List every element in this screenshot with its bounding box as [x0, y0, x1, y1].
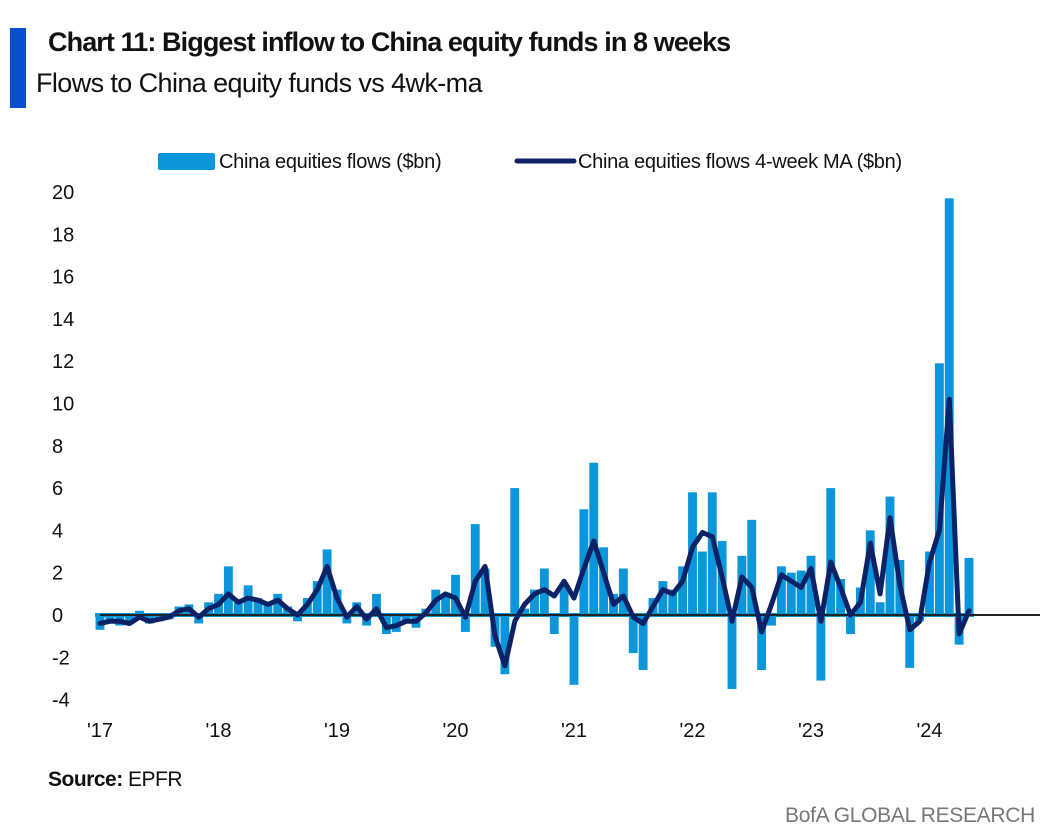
- y-tick-label: 20: [52, 182, 74, 204]
- flow-bar: [460, 615, 470, 632]
- flow-bar: [934, 363, 944, 615]
- y-tick-label: 10: [52, 394, 74, 416]
- flow-bar: [441, 593, 451, 615]
- flow-bar: [293, 615, 302, 622]
- legend-label-flows: China equities flows ($bn): [219, 151, 441, 173]
- flow-bar: [125, 615, 135, 622]
- flow-bar: [253, 598, 263, 615]
- flow-bar: [559, 583, 569, 615]
- y-tick-label: 16: [52, 267, 74, 289]
- y-tick-label: -2: [52, 647, 70, 669]
- x-axis: '17 '18 '19 '20 '21 '22 '23 '24: [87, 720, 943, 742]
- flow-bar: [312, 581, 322, 615]
- y-tick-label: 12: [52, 351, 74, 373]
- flow-bar: [520, 608, 530, 615]
- flow-bar: [776, 566, 786, 615]
- x-tick-label: '24: [916, 720, 942, 742]
- chart-subtitle: Flows to China equity funds vs 4wk-ma: [36, 68, 483, 98]
- flow-bar: [530, 589, 539, 615]
- flow-bar: [233, 602, 243, 615]
- flow-bar: [836, 579, 846, 615]
- x-tick-label: '17: [87, 720, 113, 742]
- flow-bar: [875, 602, 885, 615]
- flow-bar: [658, 581, 668, 615]
- flow-bar: [905, 615, 915, 668]
- flow-bar: [727, 615, 737, 690]
- flow-bar: [697, 551, 707, 615]
- y-tick-label: 6: [52, 478, 63, 500]
- flow-bar: [569, 615, 579, 685]
- y-tick-label: 2: [52, 563, 63, 585]
- flow-bar: [786, 572, 796, 615]
- y-tick-label: 14: [52, 309, 74, 331]
- flow-bar: [846, 615, 855, 635]
- flow-bar: [628, 615, 638, 654]
- source-note: Source: EPFR: [48, 768, 183, 792]
- flow-bar: [223, 566, 233, 615]
- flow-bar: [964, 557, 974, 615]
- flow-bar: [757, 615, 767, 670]
- flow-bar: [372, 593, 381, 615]
- flow-bar: [480, 568, 490, 615]
- x-tick-label: '20: [442, 720, 468, 742]
- x-tick-label: '18: [205, 720, 231, 742]
- flow-bar: [865, 530, 875, 615]
- x-tick-label: '23: [798, 720, 824, 742]
- flow-bar: [273, 593, 283, 615]
- flow-bar: [826, 488, 836, 615]
- flow-bar: [668, 589, 678, 615]
- flow-bar: [885, 496, 895, 615]
- flow-bar: [747, 519, 757, 615]
- ma-line: [97, 396, 972, 669]
- flow-bar: [767, 615, 776, 626]
- flow-bar: [638, 615, 648, 670]
- flow-bar: [707, 492, 717, 615]
- chart-title: Chart 11: Biggest inflow to China equity…: [48, 27, 731, 57]
- flow-bar: [322, 549, 332, 615]
- flow-bar: [263, 604, 273, 615]
- flow-bar: [618, 568, 628, 615]
- flow-bar: [806, 555, 816, 615]
- legend: China equities flows ($bn) China equitie…: [158, 151, 902, 173]
- x-tick-label: '21: [561, 720, 587, 742]
- legend-label-ma: China equities flows 4-week MA ($bn): [578, 151, 902, 173]
- y-tick-label: 8: [52, 436, 63, 458]
- y-tick-label: 0: [52, 605, 63, 627]
- source-label: Source:: [48, 768, 123, 791]
- legend-swatch-flows: [158, 153, 215, 170]
- flow-bar: [678, 566, 688, 615]
- x-tick-label: '19: [324, 720, 350, 742]
- brand-footer: BofA GLOBAL RESEARCH: [785, 804, 1035, 827]
- flow-bar: [925, 551, 934, 615]
- source-value: EPFR: [128, 768, 183, 791]
- flow-bar: [470, 524, 480, 615]
- y-tick-label: -4: [52, 690, 70, 712]
- flow-bar: [500, 615, 510, 675]
- flow-bar: [401, 615, 411, 622]
- title-accent-bar: [10, 28, 26, 108]
- y-tick-label: 4: [52, 520, 63, 542]
- flow-bar: [796, 570, 806, 615]
- flow-bar: [135, 610, 144, 615]
- flow-bar: [549, 615, 559, 635]
- flow-bar: [451, 574, 460, 615]
- x-tick-label: '22: [679, 720, 705, 742]
- y-tick-label: 18: [52, 224, 74, 246]
- flow-bar: [510, 488, 520, 615]
- flow-bar: [816, 615, 826, 681]
